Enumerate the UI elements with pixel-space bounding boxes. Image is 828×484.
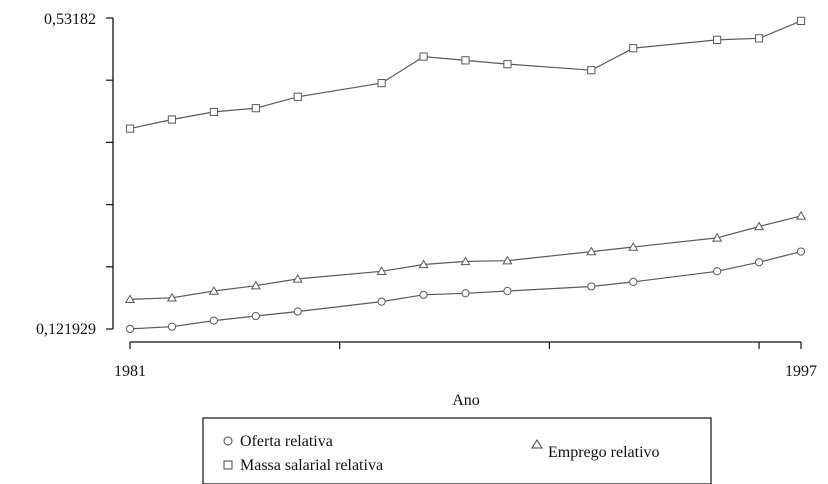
series-2: [124, 210, 807, 304]
data-point-2-13: [795, 210, 807, 220]
data-point-0-7: [461, 289, 470, 298]
data-point-0-11: [713, 267, 722, 276]
data-point-1-0: [125, 124, 135, 133]
data-point-1-4: [293, 92, 302, 101]
data-point-0-0: [125, 324, 135, 334]
data-point-2-10: [628, 242, 639, 251]
data-point-1-9: [587, 66, 596, 75]
data-point-0-13: [796, 247, 806, 256]
data-point-1-5: [377, 79, 386, 88]
y-tick-label-max: 0,53182: [44, 11, 96, 28]
data-point-1-11: [713, 35, 722, 44]
data-point-1-8: [503, 60, 512, 69]
data-point-0-9: [587, 282, 596, 291]
legend-label-massa: Massa salarial relativa: [240, 457, 383, 474]
circle-marker-icon: [223, 436, 233, 446]
square-marker-icon: [223, 460, 233, 470]
data-point-1-2: [209, 107, 218, 117]
data-point-0-1: [167, 322, 177, 331]
data-point-0-3: [251, 311, 260, 321]
axes: [106, 17, 802, 349]
data-point-2-5: [376, 266, 387, 275]
series-line-0: [129, 251, 802, 330]
data-point-2-4: [292, 273, 303, 283]
data-point-2-12: [753, 221, 765, 231]
data-point-0-5: [377, 297, 386, 306]
series-line-2: [129, 215, 802, 300]
data-point-1-3: [251, 104, 260, 113]
data-point-1-6: [419, 52, 428, 61]
series-line-1: [129, 20, 802, 130]
series-layer: [124, 16, 807, 334]
data-point-1-12: [754, 34, 764, 43]
data-point-2-9: [586, 246, 597, 256]
data-point-2-6: [418, 259, 429, 269]
series-0: [125, 247, 806, 334]
data-point-1-7: [461, 56, 470, 65]
data-point-0-8: [503, 286, 512, 296]
legend-item-massa: Massa salarial relativa: [223, 457, 383, 474]
data-point-0-12: [754, 258, 764, 267]
x-axis-title: Ano: [452, 392, 480, 409]
legend: Oferta relativa Massa salarial relativa …: [202, 417, 712, 484]
data-point-0-6: [419, 290, 428, 299]
data-point-2-2: [208, 286, 219, 295]
data-point-0-2: [209, 316, 218, 325]
data-point-2-11: [712, 232, 723, 242]
legend-label-oferta: Oferta relativa: [240, 433, 333, 450]
legend-item-oferta: Oferta relativa: [223, 433, 333, 450]
legend-label-emprego: Emprego relativo: [548, 444, 660, 461]
data-point-1-10: [629, 44, 638, 53]
data-point-1-1: [167, 115, 177, 124]
triangle-marker-icon: [531, 439, 543, 449]
data-point-2-0: [124, 294, 136, 304]
data-point-2-8: [502, 255, 513, 265]
data-point-1-13: [796, 16, 806, 25]
legend-item-emprego: Emprego relativo: [531, 439, 660, 461]
data-point-0-4: [293, 307, 302, 316]
data-point-2-3: [250, 280, 261, 290]
legend-box: [202, 417, 712, 484]
data-point-0-10: [629, 277, 638, 287]
data-point-2-7: [460, 256, 471, 266]
x-tick-label-first: 1981: [114, 363, 146, 380]
data-point-2-1: [166, 292, 178, 302]
x-tick-label-last: 1997: [785, 363, 817, 380]
y-tick-label-min: 0,121929: [36, 321, 96, 338]
series-1: [125, 16, 806, 133]
